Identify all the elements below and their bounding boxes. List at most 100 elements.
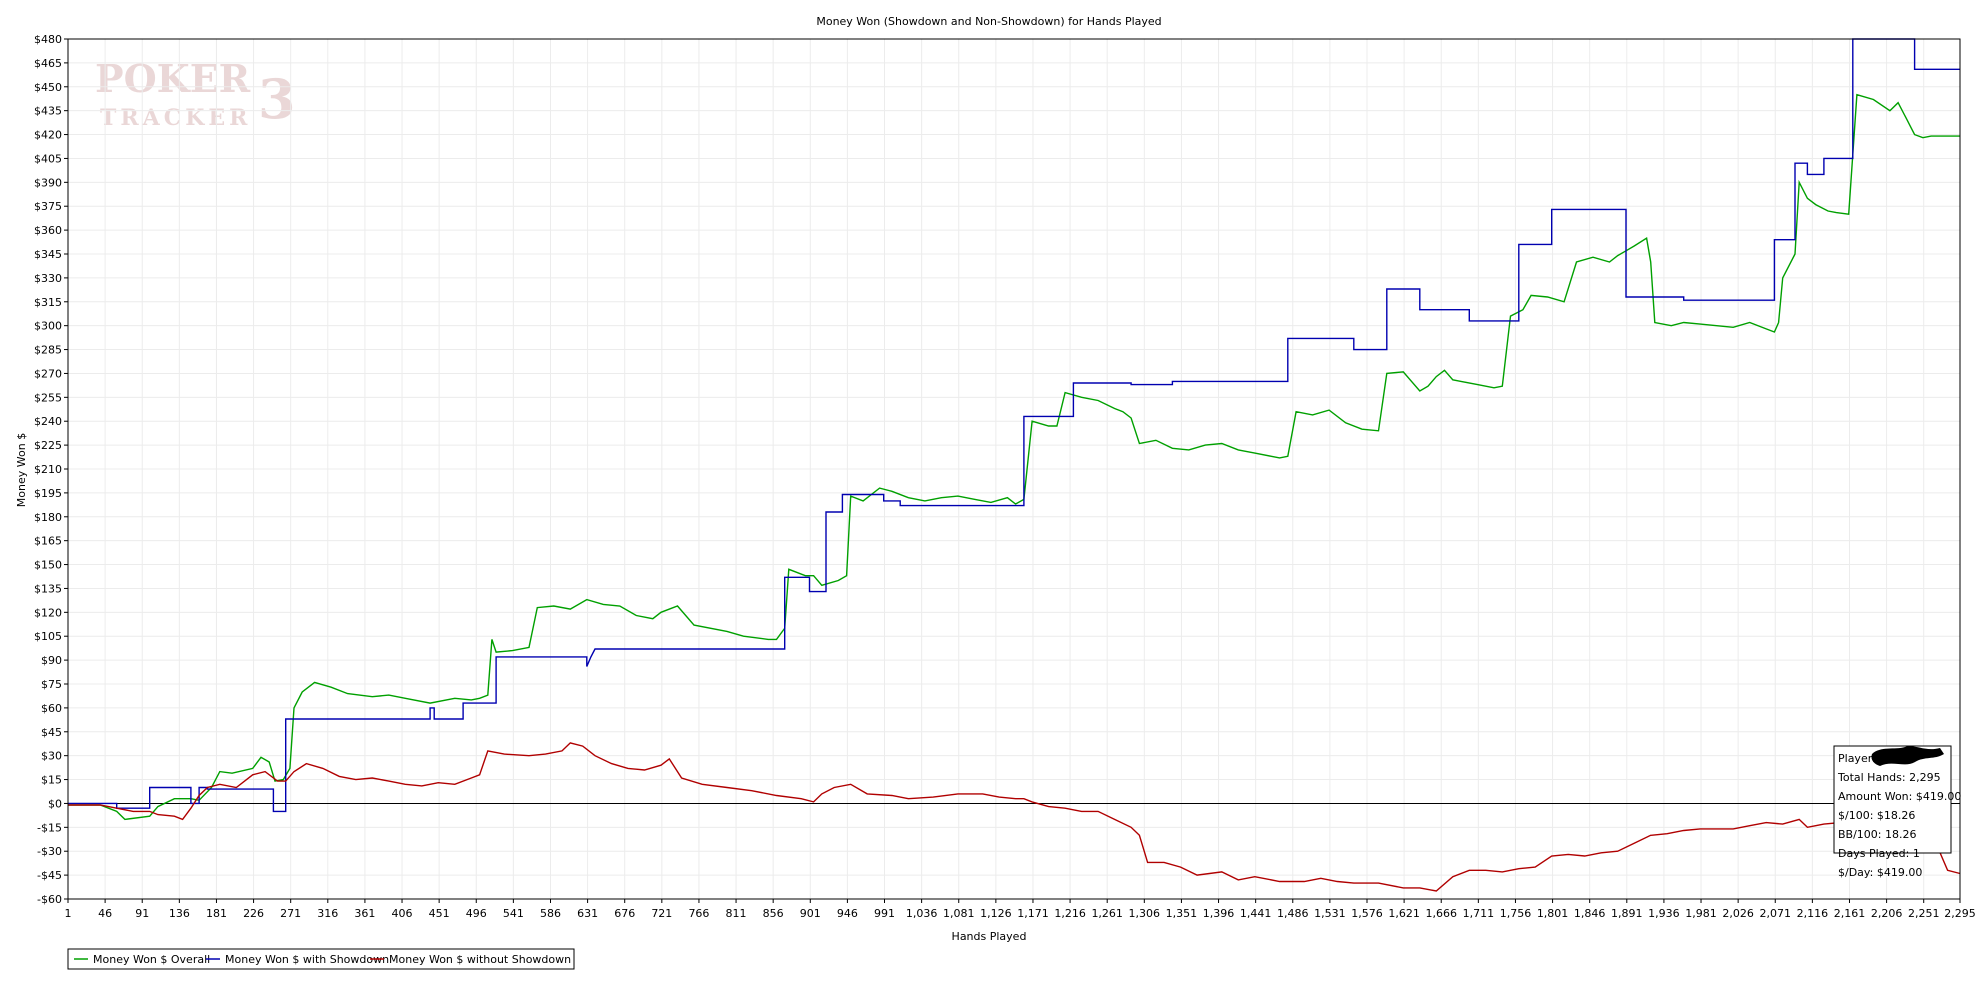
chart-title: Money Won (Showdown and Non-Showdown) fo… [816,15,1161,28]
x-tick-label: 991 [874,907,895,920]
x-tick-label: 2,161 [1834,907,1866,920]
y-tick-label: $0 [48,797,62,810]
y-tick-label: $375 [34,200,62,213]
series-with-showdown-line [68,38,1960,813]
x-tick-label: 1,306 [1129,907,1161,920]
stat-bb-per-100: BB/100: 18.26 [1838,828,1917,841]
legend-label-showdown: Money Won $ with Showdown [225,953,389,966]
y-tick-label: $105 [34,630,62,643]
watermark-version: 3 [258,67,296,131]
y-tick-label: $360 [34,224,62,237]
y-tick-label: $420 [34,129,62,142]
x-tick-label: 1,441 [1240,907,1272,920]
player-stats-box: Player: Total Hands: 2,295 Amount Won: $… [1833,745,1961,879]
x-tick-label: 1,126 [980,907,1012,920]
x-tick-label: 451 [429,907,450,920]
y-tick-label: -$30 [37,845,62,858]
y-tick-label: $180 [34,511,62,524]
watermark-tracker: TRACKER [100,105,251,131]
y-tick-label: $45 [41,726,62,739]
x-tick-label: 1,036 [906,907,938,920]
y-tick-label: $210 [34,463,62,476]
stat-total-hands: Total Hands: 2,295 [1837,771,1941,784]
x-tick-label: 2,295 [1944,907,1976,920]
x-tick-label: 91 [135,907,149,920]
x-tick-label: 721 [651,907,672,920]
x-tick-label: 766 [688,907,709,920]
stat-amount-won: Amount Won: $419.00 [1838,790,1961,803]
redacted-player-name [1871,746,1944,766]
x-tick-label: 2,251 [1908,907,1940,920]
y-tick-label: $30 [41,750,62,763]
x-tick-label: 1,576 [1351,907,1383,920]
x-tick-label: 46 [98,907,112,920]
chart-grid [67,38,1961,900]
x-tick-label: 1,981 [1685,907,1717,920]
x-tick-label: 361 [354,907,375,920]
x-tick-label: 1,396 [1203,907,1235,920]
x-tick-label: 406 [392,907,413,920]
x-tick-label: 1,711 [1463,907,1495,920]
poker-tracker-logo: POKER 3 TRACKER [95,56,296,131]
x-tick-label: 271 [280,907,301,920]
legend-box [67,948,575,970]
x-tick-label: 586 [540,907,561,920]
y-tick-label: $405 [34,152,62,165]
series-overall-line [68,93,1960,821]
x-tick-label: 226 [243,907,264,920]
y-tick-label: $345 [34,248,62,261]
y-tick-label: $465 [34,57,62,70]
x-tick-label: 1,171 [1017,907,1049,920]
x-tick-label: 1 [65,907,72,920]
y-tick-label: $60 [41,702,62,715]
y-tick-label: $450 [34,81,62,94]
y-tick-label: $270 [34,367,62,380]
stat-days-played: Days Played: 1 [1838,847,1920,860]
x-tick-label: 1,531 [1314,907,1346,920]
legend-label-overall: Money Won $ Overall [93,953,210,966]
stat-dollars-per-100: $/100: $18.26 [1838,809,1915,822]
y-tick-label: $255 [34,391,62,404]
y-tick-label: $135 [34,582,62,595]
x-tick-label: 496 [466,907,487,920]
x-tick-label: 1,801 [1537,907,1569,920]
x-tick-label: 1,216 [1054,907,1086,920]
x-tick-label: 856 [763,907,784,920]
x-tick-label: 1,486 [1277,907,1309,920]
x-tick-label: 1,891 [1611,907,1643,920]
y-tick-label: $90 [41,654,62,667]
series-layer [68,38,1961,892]
y-tick-label: -$15 [37,821,62,834]
x-tick-label: 2,026 [1722,907,1754,920]
chart-legend: Money Won $ Overall Money Won $ with Sho… [67,948,575,970]
x-tick-label: 316 [317,907,338,920]
x-tick-label: 676 [614,907,635,920]
y-tick-label: -$60 [37,893,62,906]
x-tick-label: 541 [503,907,524,920]
x-tick-label: 1,666 [1425,907,1457,920]
x-tick-label: 2,071 [1760,907,1792,920]
y-tick-label: $15 [41,774,62,787]
y-tick-label: $240 [34,415,62,428]
y-axis-label: Money Won $ [15,433,28,507]
x-tick-label: 811 [726,907,747,920]
x-tick-label: 1,351 [1166,907,1198,920]
y-tick-label: $435 [34,105,62,118]
y-tick-label: -$45 [37,869,62,882]
stat-dollars-per-day: $/Day: $419.00 [1838,866,1922,879]
y-tick-label: $330 [34,272,62,285]
legend-label-non-showdown: Money Won $ without Showdown [389,953,571,966]
x-tick-label: 2,116 [1797,907,1829,920]
y-tick-label: $285 [34,344,62,357]
y-tick-label: $300 [34,320,62,333]
x-tick-label: 1,261 [1091,907,1123,920]
y-tick-label: $390 [34,176,62,189]
x-tick-label: 901 [800,907,821,920]
y-tick-label: $165 [34,535,62,548]
stat-player: Player: [1838,752,1876,765]
y-tick-label: $195 [34,487,62,500]
series-without-showdown-line [68,742,1961,892]
x-tick-label: 2,206 [1871,907,1903,920]
y-tick-label: $480 [34,33,62,46]
